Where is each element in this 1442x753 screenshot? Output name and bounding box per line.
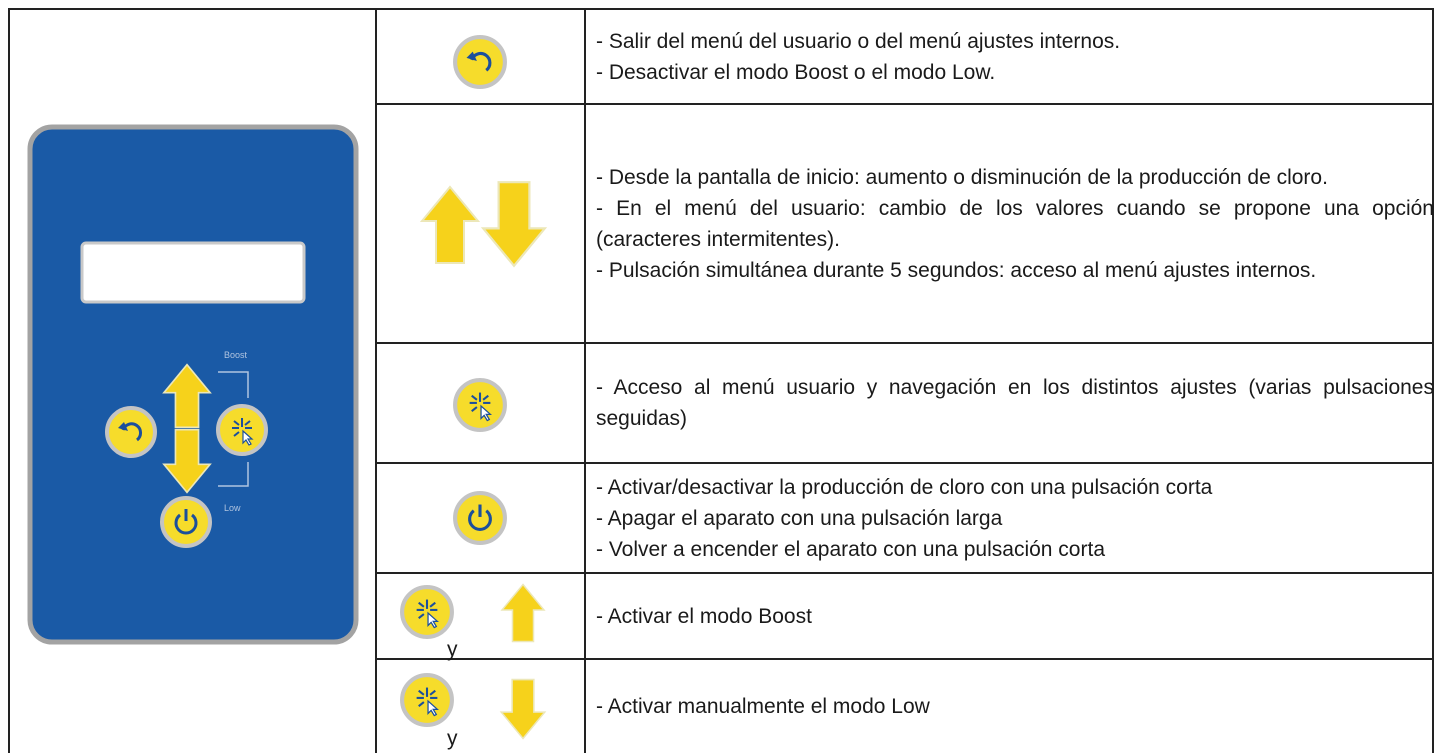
description-line: - Activar manualmente el modo Low	[596, 694, 930, 718]
description-line: - Apagar el aparato con una pulsación la…	[596, 506, 1003, 530]
description-line: - En el menú del usuario: cambio de los …	[596, 196, 1434, 251]
description: - Activar manualmente el modo Low	[596, 659, 1434, 753]
description-line: - Activar el modo Boost	[596, 604, 812, 628]
description: - Salir del menú del usuario o del menú …	[596, 9, 1434, 104]
description-line: - Desde la pantalla de inicio: aumento o…	[596, 165, 1328, 189]
description: - Activar/desactivar la producción de cl…	[596, 463, 1434, 573]
description-line: - Pulsación simultánea durante 5 segundo…	[596, 258, 1317, 282]
description-line: - Volver a encender el aparato con una p…	[596, 537, 1105, 561]
display	[80, 241, 306, 304]
description: - Activar el modo Boost	[596, 573, 1434, 659]
connector: y	[447, 638, 458, 661]
low-label: Low	[224, 503, 241, 513]
description-line: - Acceso al menú usuario y navegación en…	[596, 376, 1434, 430]
description-line: - Salir del menú del usuario o del menú …	[596, 29, 1121, 53]
connector: y	[447, 727, 458, 750]
description: - Acceso al menú usuario y navegación en…	[596, 343, 1434, 463]
boost-label: Boost	[224, 350, 248, 360]
description-line: - Desactivar el modo Boost o el modo Low…	[596, 60, 996, 84]
description: - Desde la pantalla de inicio: aumento o…	[596, 104, 1434, 343]
description-line: - Activar/desactivar la producción de cl…	[596, 475, 1213, 499]
